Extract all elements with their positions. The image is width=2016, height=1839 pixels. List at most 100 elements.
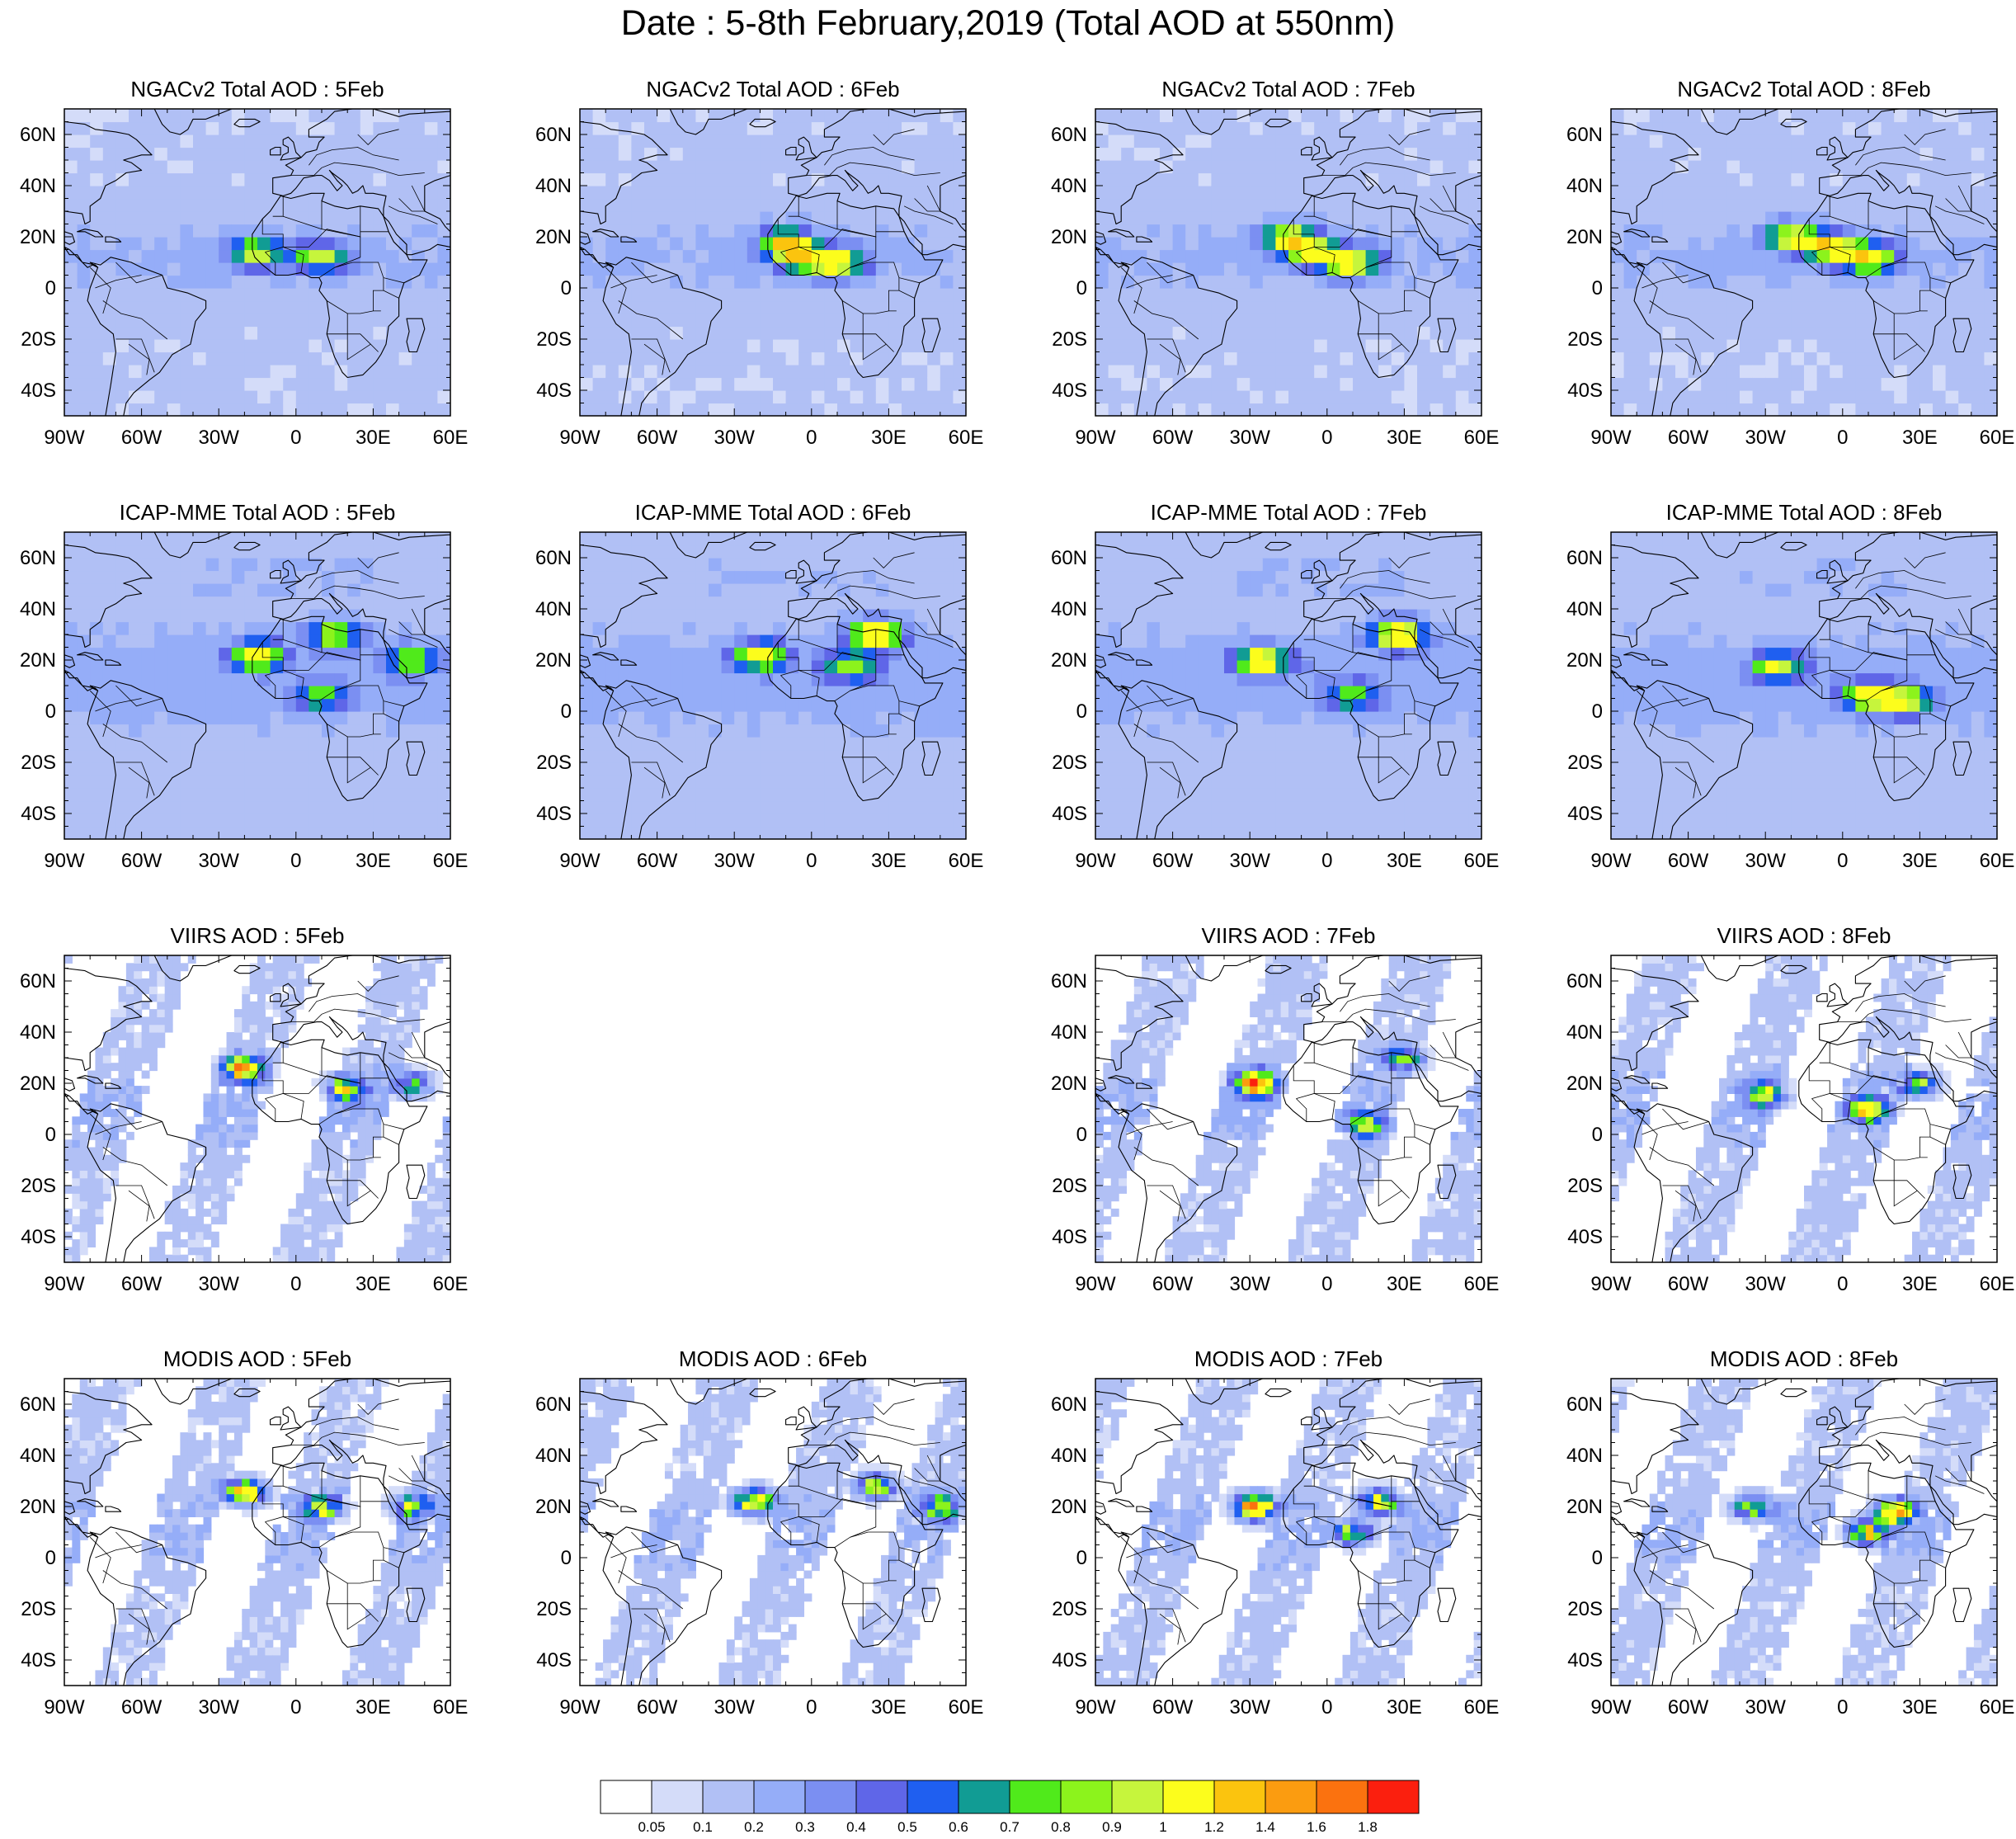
x-tick-label: 90W xyxy=(1075,1696,1116,1719)
figure-title: Date : 5-8th February,2019 (Total AOD at… xyxy=(620,3,1396,43)
aod-field xyxy=(1611,532,1997,839)
colorbar-swatch xyxy=(1316,1780,1368,1814)
x-tick-label: 30W xyxy=(199,1696,240,1719)
x-tick-label: 90W xyxy=(1075,1273,1116,1295)
y-tick-label: 40S xyxy=(536,803,572,825)
x-tick-label: 60E xyxy=(433,427,469,449)
x-tick-label: 0 xyxy=(290,1696,301,1719)
y-tick-label: 20S xyxy=(1052,328,1087,351)
x-tick-label: 60W xyxy=(1668,1273,1709,1295)
x-tick-label: 90W xyxy=(1590,1696,1632,1719)
y-tick-label: 20S xyxy=(1567,328,1603,351)
x-tick-label: 30E xyxy=(1902,427,1938,449)
y-tick-label: 0 xyxy=(1592,277,1603,299)
x-tick-label: 30W xyxy=(1230,1273,1271,1295)
x-tick-label: 0 xyxy=(1837,427,1848,449)
x-tick-label: 0 xyxy=(290,850,301,872)
axis-ticks xyxy=(579,531,967,840)
y-tick-label: 20N xyxy=(1051,1496,1087,1518)
x-tick-label: 60W xyxy=(637,427,678,449)
panel-title: MODIS AOD : 6Feb xyxy=(678,1346,868,1371)
x-tick-label: 30E xyxy=(1902,1696,1938,1719)
x-tick-label: 0 xyxy=(1837,1696,1848,1719)
x-tick-label: 60E xyxy=(1464,850,1500,872)
coastlines xyxy=(580,109,966,416)
x-tick-label: 60W xyxy=(1668,427,1709,449)
y-tick-label: 0 xyxy=(561,1547,572,1569)
x-tick-label: 60W xyxy=(121,427,163,449)
y-tick-label: 0 xyxy=(45,700,56,723)
map-panel: MODIS AOD : 6Feb 90W 60W 30W 0 30E 60E 60N 40N 20… xyxy=(516,1346,983,1733)
aod-field xyxy=(64,532,450,839)
x-tick-label: 0 xyxy=(806,1696,817,1719)
aod-field xyxy=(580,1379,966,1686)
colorbar-label: 0.6 xyxy=(949,1819,968,1835)
y-tick-label: 20S xyxy=(536,328,572,351)
map-panel: NGACv2 Total AOD : 7Feb 90W 60W 30W 0 30E 60E 6… xyxy=(1031,76,1499,464)
coastlines xyxy=(64,109,450,416)
y-tick-label: 0 xyxy=(1592,700,1603,723)
map-panel: NGACv2 Total AOD : 8Feb 90W 60W 30W 0 30E 60E 6… xyxy=(1547,76,2014,464)
x-tick-label: 90W xyxy=(559,427,601,449)
aod-field xyxy=(1095,109,1481,416)
x-tick-label: 90W xyxy=(1590,850,1632,872)
y-tick-label: 40N xyxy=(1566,1021,1603,1044)
x-tick-label: 30E xyxy=(356,850,391,872)
y-tick-label: 0 xyxy=(1076,1547,1087,1569)
map-panel: NGACv2 Total AOD : 5Feb 90W 60W 30W 0 30E 60E 6… xyxy=(0,76,468,464)
y-tick-label: 20S xyxy=(1052,752,1087,774)
colorbar-swatch xyxy=(958,1780,1010,1814)
y-tick-label: 20N xyxy=(1566,1496,1603,1518)
x-tick-label: 60W xyxy=(637,850,678,872)
axis-ticks xyxy=(1095,1378,1482,1686)
map-plot: 90W 60W 30W 0 30E 60E 60N 40N 20N 0 20S 40S xyxy=(535,1378,983,1719)
map-plot: 90W 60W 30W 0 30E 60E 60N 40N 20N 0 20S 40S xyxy=(20,955,468,1295)
y-tick-label: 0 xyxy=(1076,277,1087,299)
colorbar-label: 0.4 xyxy=(846,1819,866,1835)
y-tick-label: 20N xyxy=(20,1073,56,1095)
axis-ticks xyxy=(1095,108,1482,417)
axis-ticks xyxy=(1095,531,1482,840)
y-tick-label: 40N xyxy=(1566,175,1603,197)
x-tick-label: 90W xyxy=(1590,1273,1632,1295)
x-tick-label: 0 xyxy=(1321,1696,1332,1719)
aod-field xyxy=(1611,1379,1997,1686)
map-plot: 90W 60W 30W 0 30E 60E 60N 40N 20N 0 20S 40S xyxy=(535,108,983,449)
y-tick-label: 40S xyxy=(536,1649,572,1672)
panel-title: ICAP-MME Total AOD : 7Feb xyxy=(1150,500,1427,525)
y-tick-label: 0 xyxy=(45,1547,56,1569)
map-panel: VIIRS AOD : 8Feb 90W 60W 30W 0 30E 60E 60N 40N 20… xyxy=(1547,922,2014,1310)
y-tick-label: 20N xyxy=(20,1496,56,1518)
x-tick-label: 0 xyxy=(290,427,301,449)
map-plot: 90W 60W 30W 0 30E 60E 60N 40N 20N 0 20S 40S xyxy=(1566,955,2014,1295)
y-tick-label: 0 xyxy=(1592,1547,1603,1569)
x-tick-label: 60W xyxy=(1668,1696,1709,1719)
y-tick-label: 20N xyxy=(1566,1073,1603,1095)
y-tick-label: 20S xyxy=(1052,1598,1087,1620)
x-tick-label: 30E xyxy=(356,1273,391,1295)
aod-field xyxy=(64,955,450,1262)
y-tick-label: 60N xyxy=(535,124,572,146)
x-tick-label: 0 xyxy=(1837,1273,1848,1295)
axis-ticks xyxy=(1095,955,1482,1263)
coastlines xyxy=(1095,1379,1481,1686)
colorbar-label: 0.3 xyxy=(795,1819,815,1835)
x-tick-label: 30W xyxy=(1745,1273,1787,1295)
x-tick-label: 30E xyxy=(356,1696,391,1719)
y-tick-label: 40N xyxy=(535,598,572,620)
x-tick-label: 60W xyxy=(1152,1273,1194,1295)
y-tick-label: 40S xyxy=(21,1226,56,1248)
x-tick-label: 90W xyxy=(1075,850,1116,872)
axis-ticks xyxy=(1610,955,1998,1263)
x-tick-label: 60E xyxy=(1980,850,2015,872)
coastlines xyxy=(580,1379,966,1686)
y-tick-label: 40S xyxy=(1567,803,1603,825)
y-tick-label: 40N xyxy=(20,175,56,197)
y-tick-label: 40N xyxy=(1051,598,1087,620)
y-tick-label: 40N xyxy=(535,175,572,197)
panel-title: MODIS AOD : 5Feb xyxy=(163,1346,352,1371)
colorbar-label: 1.6 xyxy=(1307,1819,1326,1835)
y-tick-label: 0 xyxy=(45,1124,56,1146)
map-plot: 90W 60W 30W 0 30E 60E 60N 40N 20N 0 20S 40S xyxy=(1566,1378,2014,1719)
map-plot: 90W 60W 30W 0 30E 60E 60N 40N 20N 0 20S 40S xyxy=(20,108,468,449)
